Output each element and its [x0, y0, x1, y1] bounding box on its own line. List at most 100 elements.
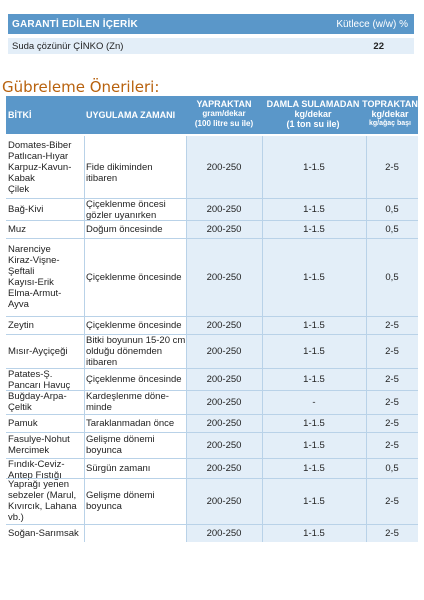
- cell-yapraktan: 200-250: [206, 496, 242, 507]
- guarantee-row: Suda çözünür ÇİNKO (Zn) 22: [8, 38, 414, 54]
- table-row: Pamuk Taraklanmadan önce 200-250 1-1.5 2-5: [6, 414, 418, 432]
- cell-zaman-line: Doğum öncesinde: [86, 224, 163, 235]
- cell-zaman-line: itibaren: [86, 357, 118, 368]
- cell-bitki: Fasulye-Nohut Mercimek: [8, 434, 83, 456]
- header-bitki: BİTKİ: [8, 110, 32, 120]
- cell-zaman-line: Çiçeklenme öncesinde: [86, 374, 182, 385]
- cell-yapraktan: 200-250: [206, 528, 242, 539]
- cell-yapraktan: 200-250: [206, 320, 242, 331]
- table-row: Domates-Biber Patlıcan-Hıyar Karpuz-Kavun-…: [6, 136, 418, 198]
- cell-bitki-line: Zeytin: [8, 320, 34, 331]
- guarantee-row-label: Suda çözünür ÇİNKO (Zn): [12, 41, 124, 52]
- header-damla-title: DAMLA SULAMADAN: [266, 99, 360, 109]
- table-row: Yaprağı yenen sebzeler (Marul, Kıvırcık, L…: [6, 478, 418, 524]
- row-divider: [6, 478, 418, 479]
- cell-bitki-line: vb.): [8, 512, 24, 523]
- cell-topraktan: 2-5: [385, 162, 399, 173]
- cell-zaman: Çiçeklenme öncesi gözler uyanırken: [86, 199, 186, 221]
- cell-topraktan: 2-5: [385, 320, 399, 331]
- cell-damla: 1-1.5: [303, 496, 325, 507]
- cell-damla: 1-1.5: [303, 528, 325, 539]
- cell-damla: 1-1.5: [303, 374, 325, 385]
- cell-bitki: Buğday-Arpa- Çeltik: [8, 391, 83, 413]
- cell-bitki-line: Patates-Ş.: [8, 369, 53, 380]
- cell-bitki-line: Mısır-Ayçiçeği: [8, 346, 68, 357]
- cell-bitki-line: Ayva: [8, 299, 29, 310]
- cell-yapraktan: 200-250: [206, 162, 242, 173]
- row-divider: [6, 238, 418, 239]
- row-divider: [6, 432, 418, 433]
- cell-bitki-line: Domates-Biber: [8, 140, 72, 151]
- cell-bitki: Zeytin: [8, 320, 83, 331]
- header-damla-unit: kg/dekar: [294, 109, 332, 119]
- cell-yapraktan: 200-250: [206, 397, 242, 408]
- header-topraktan-note: kg/ağaç başı: [368, 120, 412, 127]
- header-zaman: UYGULAMA ZAMANI: [86, 110, 176, 120]
- table-row: Buğday-Arpa- Çeltik Kardeşlenme döne-minde…: [6, 390, 418, 414]
- cell-bitki: Mısır-Ayçiçeği: [8, 346, 83, 357]
- section-title: Gübreleme Önerileri:: [2, 78, 160, 96]
- table-row: Bağ-Kivi Çiçeklenme öncesi gözler uyanırke…: [6, 198, 418, 221]
- cell-bitki-line: Soğan-Sarımsak: [8, 528, 79, 539]
- cell-zaman-line: Sürgün zamanı: [86, 463, 151, 474]
- cell-zaman: Çiçeklenme öncesinde: [86, 374, 186, 385]
- row-divider: [6, 524, 418, 525]
- cell-bitki-line: Mercimek: [8, 445, 50, 456]
- cell-bitki: Patates-Ş. Pancarı Havuç: [8, 369, 83, 391]
- cell-damla: 1-1.5: [303, 162, 325, 173]
- table-row: Patates-Ş. Pancarı Havuç Çiçeklenme öncesi…: [6, 368, 418, 391]
- cell-topraktan: 2-5: [385, 397, 399, 408]
- cell-topraktan: 0,5: [385, 463, 399, 474]
- row-divider: [6, 368, 418, 369]
- cell-topraktan: 2-5: [385, 528, 399, 539]
- row-divider: [6, 414, 418, 415]
- cell-bitki-line: Kiraz-Vişne-: [8, 255, 60, 266]
- cell-bitki-line: Muz: [8, 224, 26, 235]
- cell-damla: -: [312, 397, 316, 408]
- values-background: [186, 136, 418, 542]
- cell-topraktan: 2-5: [385, 496, 399, 507]
- table-row: Mısır-Ayçiçeği Bitki boyunun 15-20 cm oldu…: [6, 334, 418, 368]
- cell-bitki-line: Fasulye-Nohut: [8, 434, 70, 445]
- table-row: Narenciye Kiraz-Vişne- Şeftali Kayısı-Erik E…: [6, 238, 418, 316]
- cell-bitki-line: Yaprağı yenen: [8, 479, 70, 490]
- cell-yapraktan: 200-250: [206, 440, 242, 451]
- cell-bitki-line: Pancarı Havuç: [8, 380, 71, 391]
- cell-bitki: Domates-Biber Patlıcan-Hıyar Karpuz-Kavun-…: [8, 140, 83, 195]
- cell-damla: 1-1.5: [303, 272, 325, 283]
- row-divider: [6, 390, 418, 391]
- cell-yapraktan: 200-250: [206, 463, 242, 474]
- cell-bitki-line: Karpuz-Kavun-: [8, 162, 72, 173]
- cell-yapraktan: 200-250: [206, 272, 242, 283]
- cell-zaman: Gelişme dönemi boyunca: [86, 434, 186, 456]
- cell-bitki-line: sebzeler (Marul,: [8, 490, 77, 501]
- cell-bitki-line: Patlıcan-Hıyar: [8, 151, 69, 162]
- cell-topraktan: 2-5: [385, 440, 399, 451]
- cell-zaman-line: Fide dikiminden itibaren: [86, 162, 153, 184]
- cell-zaman-line: Kardeşlenme döne-: [86, 391, 169, 402]
- cell-bitki: Soğan-Sarımsak: [8, 528, 83, 539]
- cell-bitki: Muz: [8, 224, 83, 235]
- cell-zaman-line: Gelişme dönemi: [86, 434, 155, 445]
- cell-bitki: Bağ-Kivi: [8, 204, 83, 215]
- cell-bitki-line: Antep Fıstığı: [8, 470, 62, 481]
- cell-zaman-line: minde: [86, 402, 112, 413]
- cell-zaman-line: Gelişme dönemi: [86, 490, 155, 501]
- cell-damla: 1-1.5: [303, 320, 325, 331]
- guarantee-header-unit: Kütlece (w/w) %: [336, 19, 408, 30]
- row-divider: [6, 316, 418, 317]
- cell-damla: 1-1.5: [303, 204, 325, 215]
- column-divider: [262, 136, 263, 542]
- column-divider: [366, 136, 367, 542]
- cell-bitki-line: Buğday-Arpa-: [8, 391, 67, 402]
- cell-bitki-line: Çilek: [8, 184, 30, 195]
- cell-zaman-line: boyunca: [86, 445, 122, 456]
- guarantee-header-label: GARANTİ EDİLEN İÇERİK: [12, 19, 138, 30]
- cell-zaman-line: Taraklanmadan önce: [86, 418, 175, 429]
- cell-bitki-line: Şeftali: [8, 266, 35, 277]
- cell-damla: 1-1.5: [303, 463, 325, 474]
- cell-bitki: Fındık-Ceviz- Antep Fıstığı: [8, 459, 83, 481]
- cell-zaman: Sürgün zamanı: [86, 463, 186, 474]
- table-row: Fındık-Ceviz- Antep Fıstığı Sürgün zamanı 2…: [6, 458, 418, 481]
- row-divider: [6, 220, 418, 221]
